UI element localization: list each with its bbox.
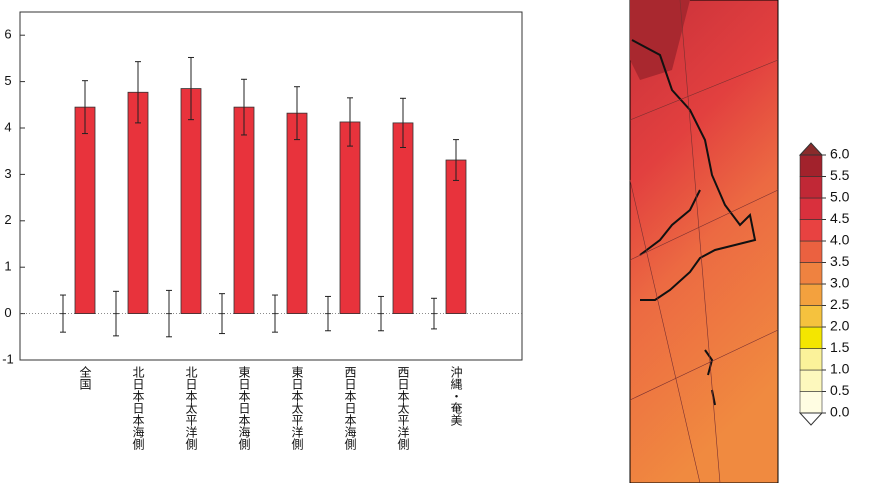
colorbar-tick-label: 3.5 — [830, 253, 850, 269]
colorbar-tick-label: 2.0 — [830, 318, 850, 334]
colorbar-tick-label: 5.0 — [830, 189, 850, 205]
coastline — [631, 39, 757, 406]
y-tick-label: -1 — [2, 351, 14, 366]
colorbar-band — [799, 154, 823, 177]
colorbar-band — [799, 219, 823, 242]
colorbar-tick-label: 0.0 — [830, 404, 850, 420]
bar — [127, 91, 149, 315]
colorbar-band — [799, 176, 823, 199]
x-tick-label: 西日本太平洋側 — [396, 366, 410, 450]
colorbar-band — [799, 348, 823, 371]
colorbar-band — [799, 305, 823, 328]
colorbar-tick-label: 4.0 — [830, 232, 850, 248]
colorbar-band — [799, 326, 823, 349]
map — [629, 0, 779, 484]
colorbar-over — [798, 142, 824, 156]
bar — [445, 159, 467, 315]
colorbar-band — [799, 369, 823, 392]
colorbar-band — [799, 391, 823, 414]
bar — [233, 106, 255, 314]
colorbar-tick-label: 5.5 — [830, 167, 850, 183]
bar — [74, 106, 96, 314]
y-tick-label: 0 — [4, 305, 11, 320]
colorbar-under — [798, 412, 824, 426]
x-tick-label: 西日本日本海側 — [343, 366, 357, 450]
plot-frame — [19, 11, 523, 361]
y-tick-label: 3 — [4, 166, 11, 181]
map-frame — [629, 0, 779, 484]
y-tick-label: 5 — [4, 73, 11, 88]
colorbar-band — [799, 197, 823, 220]
map-graticule — [629, 0, 779, 484]
bar — [392, 122, 414, 314]
bar — [286, 112, 308, 314]
colorbar-tick-label: 1.5 — [830, 339, 850, 355]
y-tick-label: 1 — [4, 259, 11, 274]
x-tick-label: 全国 — [78, 365, 92, 390]
x-tick-label: 東日本日本海側 — [237, 366, 251, 450]
bar — [180, 88, 202, 314]
x-tick-label: 北日本日本海側 — [131, 366, 145, 450]
colorbar-tick-label: 4.5 — [830, 210, 850, 226]
x-tick-label: 北日本太平洋側 — [184, 366, 198, 450]
colorbar-band — [799, 240, 823, 263]
x-tick-label: 東日本太平洋側 — [290, 366, 304, 450]
y-tick-label: 2 — [4, 212, 11, 227]
y-tick-label: 4 — [4, 119, 11, 134]
x-tick-label: 沖縄・奄美 — [449, 366, 463, 426]
map-region — [630, 0, 690, 80]
y-tick-label: 6 — [4, 27, 11, 42]
colorbar-band — [799, 262, 823, 285]
colorbar-band — [799, 283, 823, 306]
colorbar-tick-label: 1.0 — [830, 361, 850, 377]
colorbar-tick-label: 3.0 — [830, 275, 850, 291]
colorbar-tick-label: 0.5 — [830, 382, 850, 398]
bar — [339, 121, 361, 315]
colorbar-tick-label: 2.5 — [830, 296, 850, 312]
colorbar-tick-label: 6.0 — [830, 146, 850, 162]
